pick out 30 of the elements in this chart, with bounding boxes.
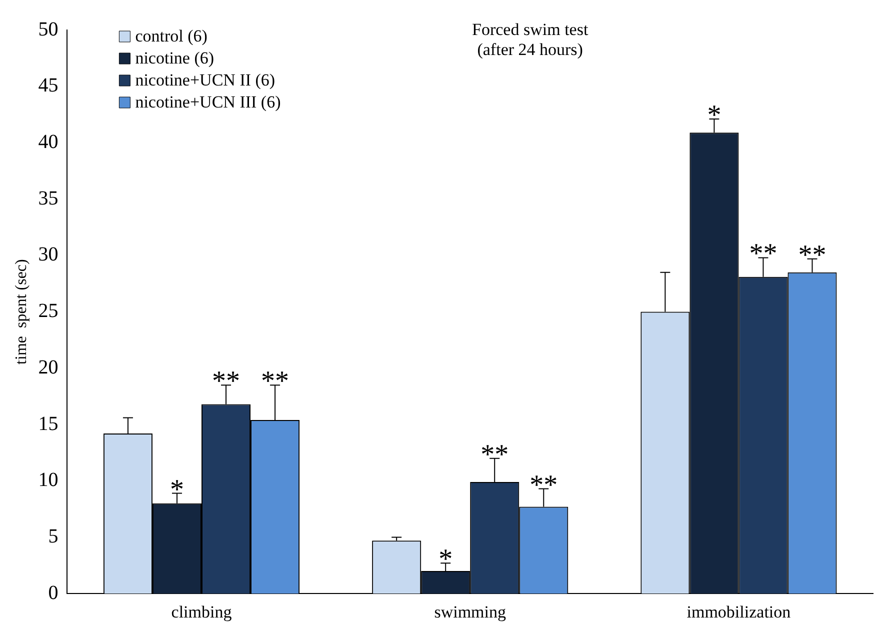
- data-label: *: [707, 100, 722, 132]
- data-label: **: [261, 366, 290, 398]
- y-tick-label: 40: [38, 130, 58, 153]
- y-tick-label: 25: [38, 300, 58, 322]
- y-tick-label: 15: [38, 412, 58, 435]
- data-label: *: [170, 474, 184, 506]
- legend-label: control (6): [135, 26, 208, 46]
- data-label: **: [480, 439, 509, 470]
- legend-label: nicotine+UCN III (6): [135, 92, 281, 112]
- text: (after 24 hours): [477, 40, 583, 59]
- x-tick-label: swimming: [434, 602, 506, 622]
- y-tick-label: 10: [38, 469, 58, 492]
- legend-label: nicotine+UCN II (6): [135, 70, 276, 90]
- y-tick-label: 35: [38, 187, 58, 210]
- data-label: **: [749, 238, 778, 270]
- y-tick-label: 50: [38, 18, 58, 40]
- data-label: **: [798, 240, 826, 271]
- y-tick-label: 30: [38, 244, 58, 266]
- y-tick-label: 45: [38, 74, 58, 97]
- data-label: **: [212, 366, 240, 398]
- y-tick-label: 5: [48, 525, 58, 548]
- y-tick-label: 20: [38, 356, 58, 378]
- y-axis-title: time spent (sec): [12, 259, 30, 364]
- data-label: *: [438, 544, 453, 576]
- legend-label: nicotine (6): [135, 48, 214, 68]
- y-tick-label: 0: [48, 582, 58, 604]
- chart-title: Forced swim test: [472, 20, 588, 39]
- data-label: **: [530, 470, 558, 501]
- x-tick-label: climbing: [171, 602, 232, 622]
- x-tick-label: immobilization: [686, 602, 792, 622]
